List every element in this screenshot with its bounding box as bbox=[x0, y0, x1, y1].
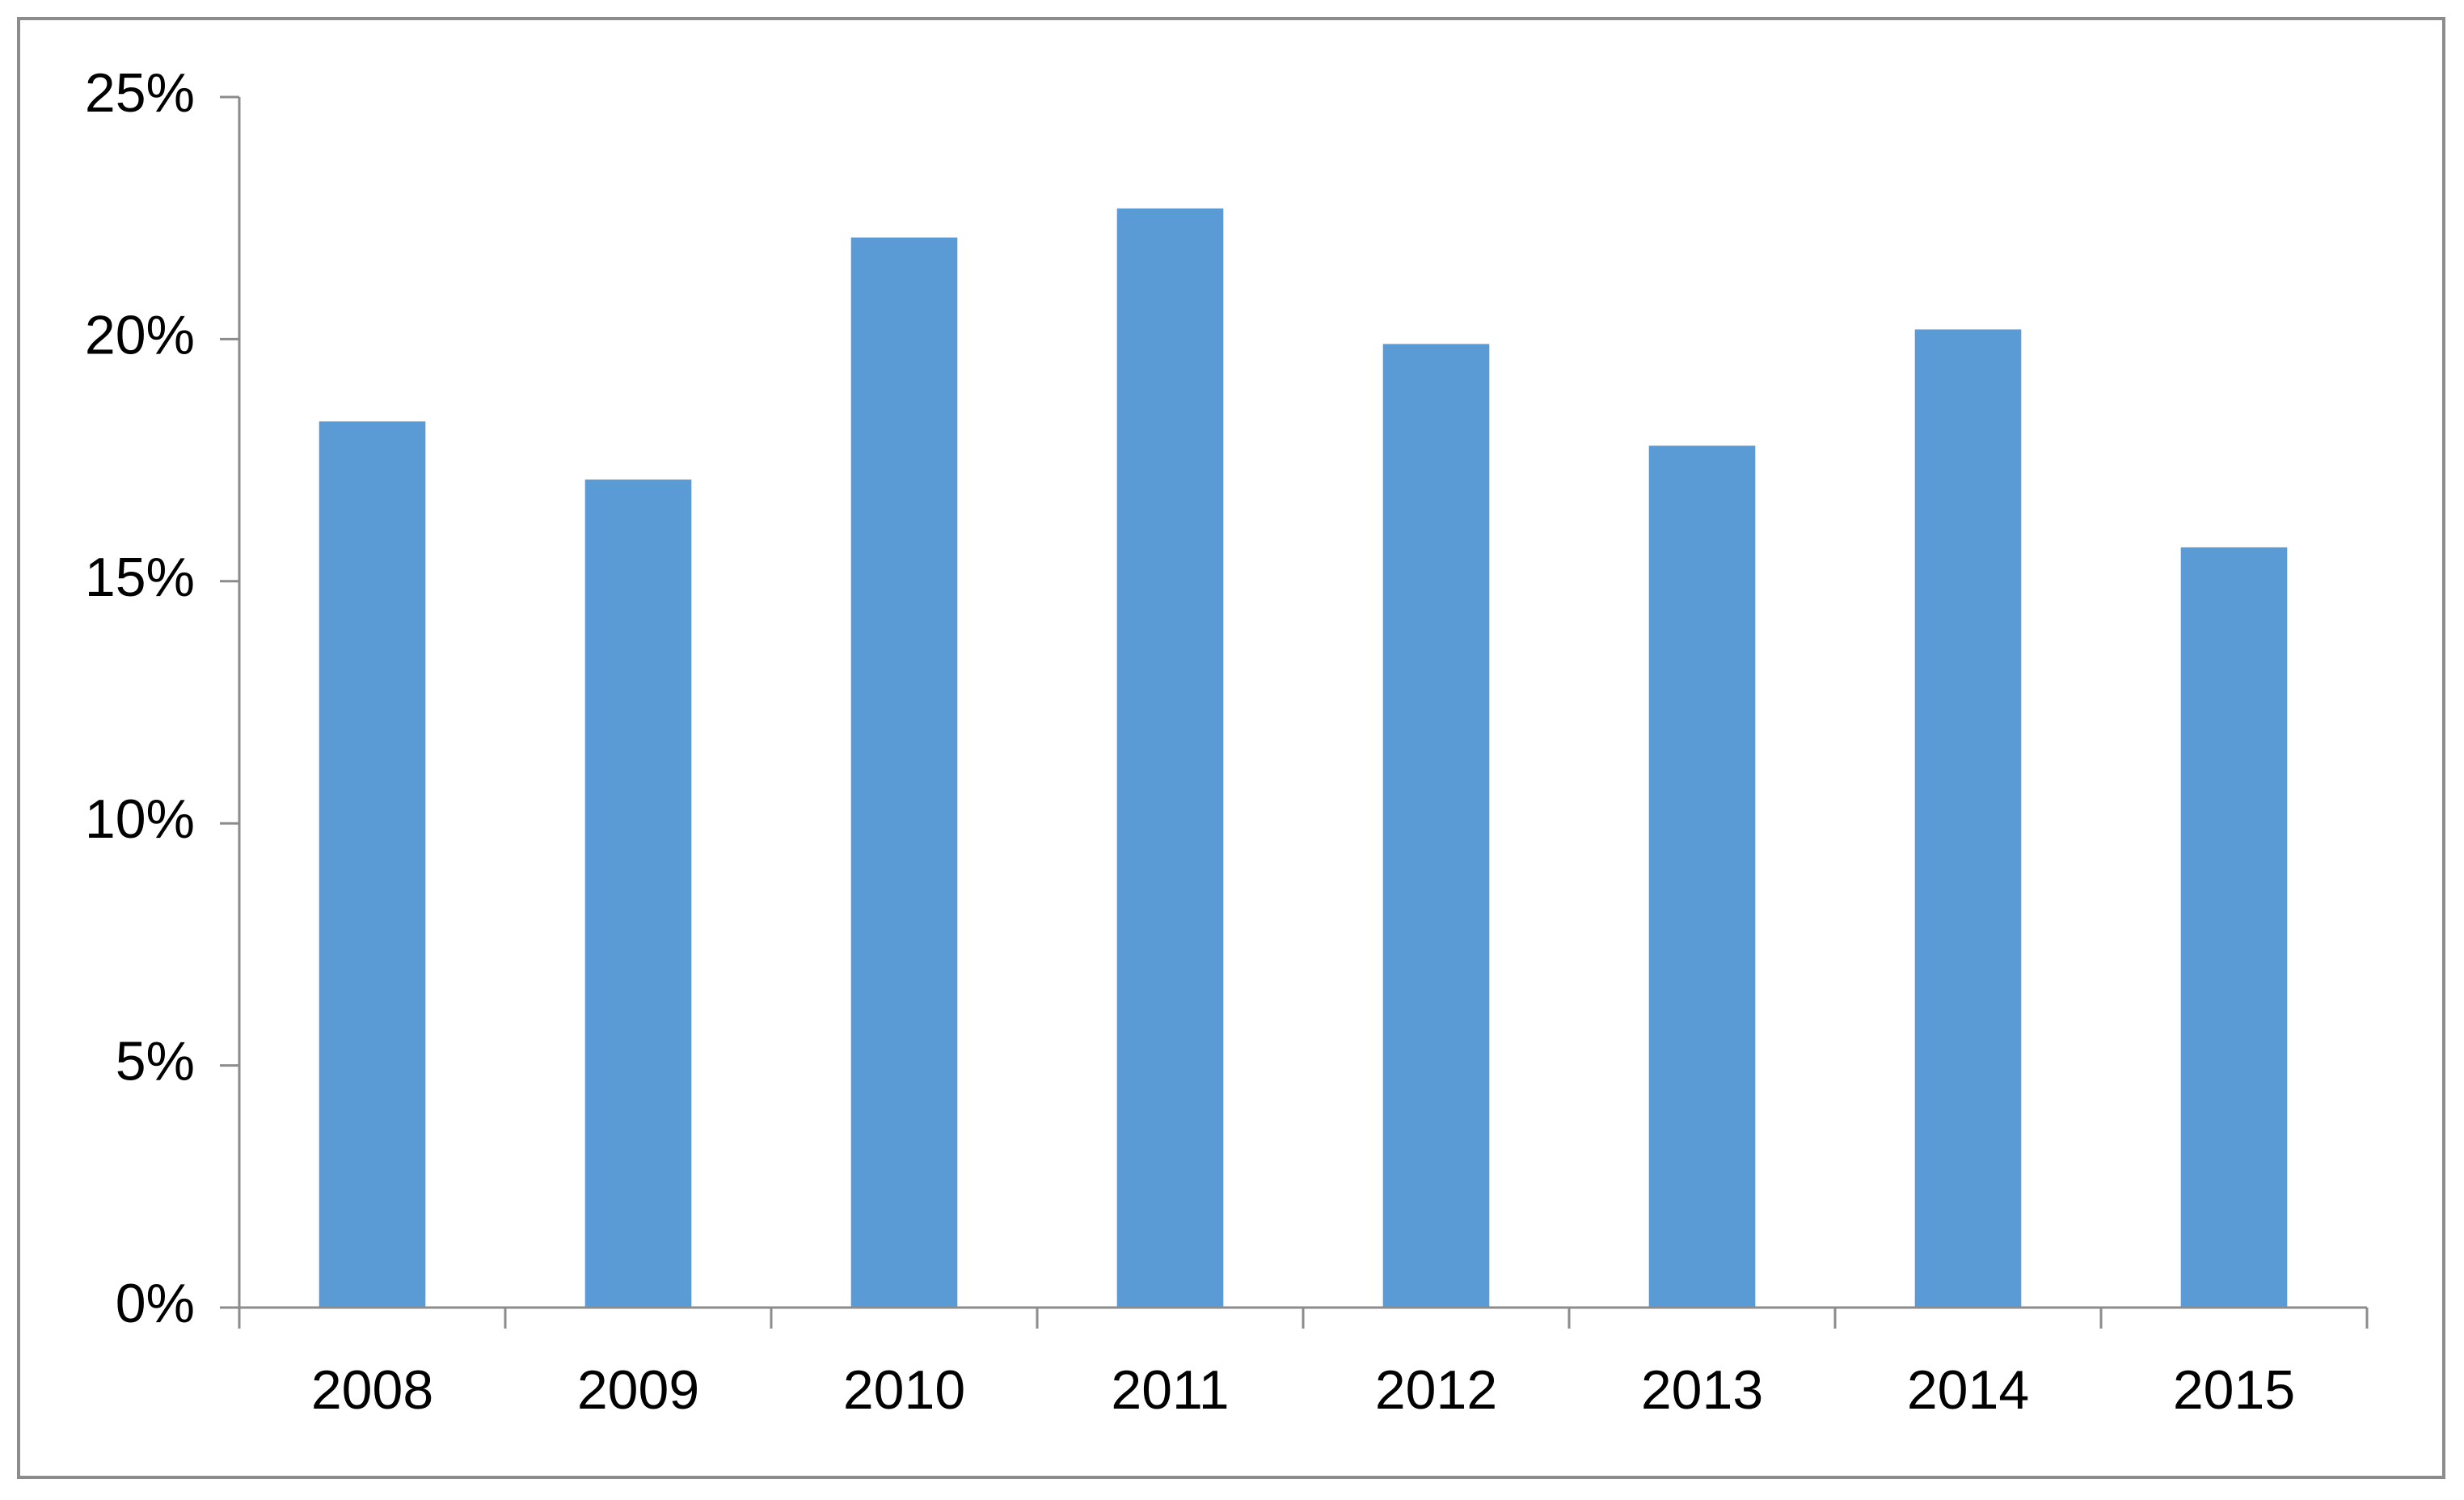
x-tick-label: 2009 bbox=[577, 1359, 699, 1421]
x-tick-label: 2014 bbox=[1907, 1359, 2029, 1421]
bar bbox=[1382, 344, 1490, 1308]
bar bbox=[2180, 547, 2288, 1308]
y-tick-label: 0% bbox=[116, 1273, 195, 1334]
bar bbox=[1116, 208, 1224, 1308]
x-tick-label: 2011 bbox=[1111, 1359, 1229, 1421]
bar bbox=[1648, 446, 1756, 1308]
x-tick-label: 2012 bbox=[1375, 1359, 1497, 1421]
bar bbox=[319, 421, 426, 1308]
x-tick-label: 2015 bbox=[2173, 1359, 2295, 1421]
x-tick-label: 2013 bbox=[1641, 1359, 1763, 1421]
x-tick-label: 2008 bbox=[311, 1359, 433, 1421]
x-tick-label: 2010 bbox=[843, 1359, 965, 1421]
bar bbox=[584, 480, 692, 1308]
bar bbox=[1914, 329, 2022, 1308]
y-tick-label: 15% bbox=[85, 547, 195, 608]
y-tick-label: 10% bbox=[85, 788, 195, 850]
bar bbox=[850, 237, 958, 1308]
y-tick-label: 25% bbox=[85, 62, 195, 124]
y-tick-label: 20% bbox=[85, 304, 195, 365]
y-tick-label: 5% bbox=[116, 1031, 195, 1092]
